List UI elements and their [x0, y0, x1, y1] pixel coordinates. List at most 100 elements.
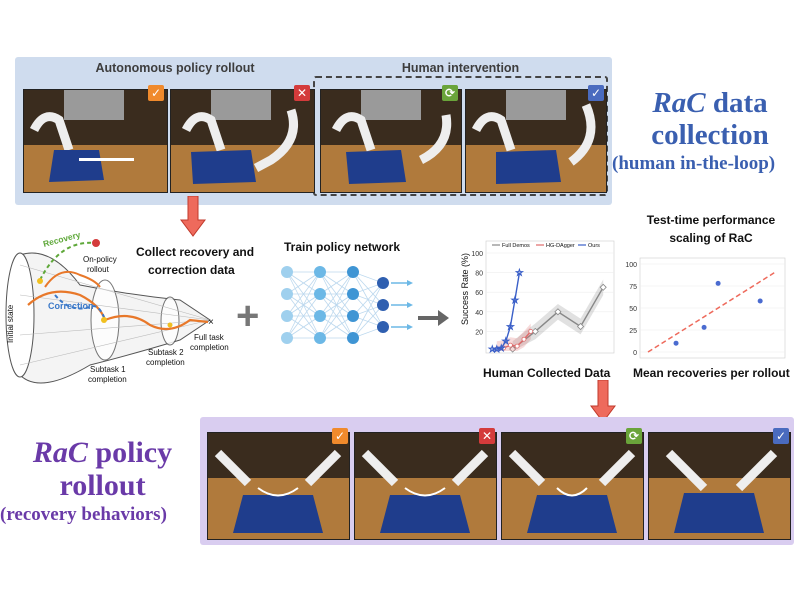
nn-edge [319, 271, 354, 339]
c2-trendline [647, 272, 775, 353]
scaling-scatter-chart: 0 25 50 75 100 [625, 257, 786, 359]
c2-point [701, 324, 707, 330]
tube-recovery-label: Recovery [42, 229, 82, 249]
nn-node [347, 310, 359, 322]
bottom-photo-4 [648, 432, 791, 540]
c1-confidence-band [496, 323, 531, 351]
c1-ytick-label: 80 [475, 271, 483, 278]
human-intervention-label: Human intervention [401, 61, 520, 75]
c1-point-diamond [509, 345, 517, 353]
collect-down-arrow-icon [180, 196, 206, 237]
nn-node [347, 332, 359, 344]
top-photo-2 [170, 89, 315, 193]
nn-output-arrowhead [407, 280, 413, 286]
nn-edge [319, 271, 354, 317]
c1-ytick-label: 40 [475, 310, 483, 317]
correction-check-icon: ✓ [588, 85, 604, 101]
nn-edge [286, 293, 321, 339]
rollout-down-arrow-icon [590, 380, 616, 423]
human-collected-data-label: Human Collected Data [483, 366, 611, 380]
tube-on-policy-label-2: rollout [87, 265, 110, 274]
nn-edge [319, 293, 354, 339]
nn-edge [352, 304, 384, 339]
collect-label-line2: correction data [148, 263, 235, 277]
c1-ytick-label: 60 [475, 290, 483, 297]
policy-rollout-title-line2: rollout [59, 469, 146, 502]
rac-word-bottom: RaC [32, 436, 88, 469]
nn-node [281, 266, 293, 278]
nn-edge [286, 271, 321, 339]
c2-ytick-label: 50 [629, 306, 637, 313]
c1-ytick-label: 20 [475, 329, 483, 336]
nn-node [347, 266, 359, 278]
c1-point-circle [514, 343, 520, 349]
nn-node [314, 288, 326, 300]
bottom-failure-x-icon: ✕ [479, 428, 495, 444]
nn-node [377, 299, 389, 311]
nn-edge [319, 271, 354, 295]
rac-word: RaC [652, 87, 706, 119]
nn-edge [286, 271, 321, 295]
c1-point-star: ☆ [493, 344, 501, 354]
c1-series-line [492, 272, 521, 350]
c1-ytick-label: 100 [471, 251, 483, 258]
bottom-recovery-loop-icon: ⟳ [626, 428, 642, 444]
c1-legend-label: Ours [588, 243, 600, 249]
policy-rollout-subtitle: (recovery behaviors) [0, 504, 167, 525]
data-collection-title: RaC data [620, 88, 800, 119]
nn-node [347, 288, 359, 300]
c2-ytick-label: 100 [625, 262, 637, 269]
c1-legend-label: Full Demos [502, 243, 530, 249]
nn-node [314, 266, 326, 278]
c1-point-star: ☆ [506, 322, 514, 332]
nn-node [314, 310, 326, 322]
c1-point-diamond [531, 327, 539, 335]
success-check-icon: ✓ [148, 85, 164, 101]
collect-label-line1: Collect recovery and [136, 245, 255, 259]
nn-edge [352, 282, 384, 317]
plus-icon: + [236, 294, 260, 338]
c1-point-star: ☆ [488, 344, 496, 354]
top-photo-1 [23, 89, 168, 193]
c2-ytick-label: 25 [629, 328, 637, 335]
nn-edge [286, 315, 321, 339]
autonomous-rollout-label: Autonomous policy rollout [95, 61, 255, 75]
bottom-photo-1 [207, 432, 350, 540]
nn-edge [286, 271, 321, 317]
c1-point-star: ☆ [502, 336, 510, 346]
recovery-loop-icon: ⟳ [442, 85, 458, 101]
tube-subtask2-label-2: completion [146, 358, 185, 367]
nn-node [377, 321, 389, 333]
c1-point-circle [521, 336, 527, 342]
nn-edge [352, 282, 384, 339]
c2-ytick-label: 0 [633, 350, 637, 357]
c1-legend-label: HG-DAgger [546, 243, 575, 249]
c2-ytick-label: 75 [629, 284, 637, 291]
tube-correction-label: Correction [48, 301, 94, 311]
state-space-tube-diagram: × Recovery On-policy rollout Correction … [5, 229, 229, 384]
c1-point-star: ☆ [515, 268, 523, 278]
c2-point [757, 298, 763, 304]
c2-point [673, 340, 679, 346]
tube-subtask1-label-1: Subtask 1 [90, 365, 126, 374]
nn-edge [319, 315, 354, 339]
success-rate-ylabel: Success Rate (%) [460, 253, 470, 325]
right-arrow-icon [418, 310, 449, 326]
bottom-success-check-icon: ✓ [332, 428, 348, 444]
bottom-photo-3 [501, 432, 644, 540]
policy-rollout-title: RaC policy [10, 437, 195, 469]
bottom-correction-check-icon: ✓ [773, 428, 789, 444]
failure-x-icon: ✕ [294, 85, 310, 101]
policy-network-icon [281, 266, 413, 344]
title-policy-word: policy [87, 436, 173, 469]
tube-full-task-label-1: Full task [194, 333, 225, 342]
c1-point-diamond [599, 283, 607, 291]
c1-point-circle [507, 342, 513, 348]
tube-subtask2-label-1: Subtask 2 [148, 348, 184, 357]
mean-recoveries-label: Mean recoveries per rollout [633, 366, 790, 380]
c1-point-diamond [554, 308, 562, 316]
title-data-word: data [705, 87, 768, 119]
bottom-photo-2 [354, 432, 497, 540]
scaling-title-line1: Test-time performance [646, 213, 776, 227]
nn-output-arrowhead [407, 302, 413, 308]
